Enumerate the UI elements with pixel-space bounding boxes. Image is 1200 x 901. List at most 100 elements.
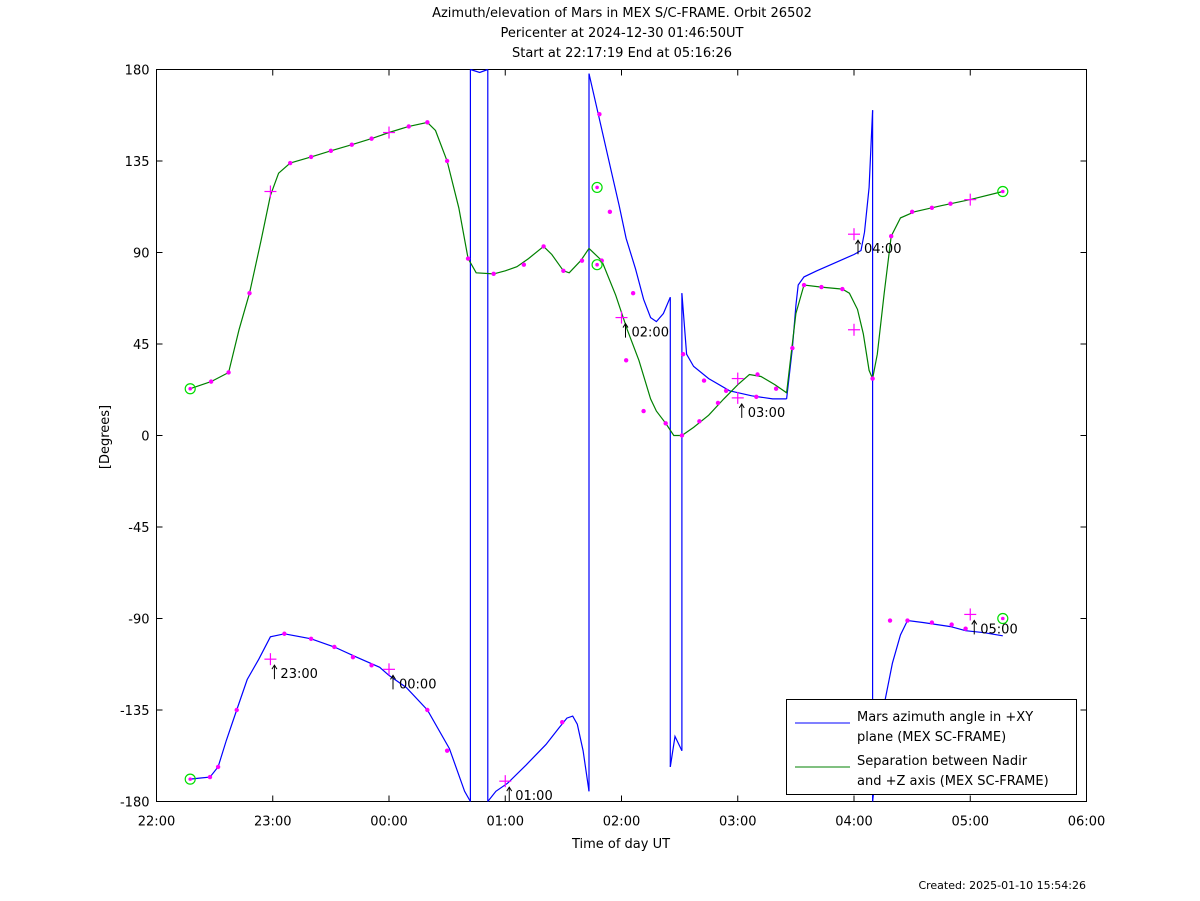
x-tick-label: 23:00 bbox=[254, 815, 291, 830]
data-point-marker bbox=[889, 234, 894, 239]
y-tick-label: 135 bbox=[125, 155, 150, 170]
data-point-marker bbox=[905, 618, 910, 623]
data-point-marker bbox=[840, 286, 845, 292]
data-point-marker bbox=[208, 379, 214, 384]
hour-label: 05:00 bbox=[980, 622, 1017, 637]
endpoint-circle-marker bbox=[997, 612, 1009, 625]
hour-arrow-head bbox=[971, 619, 978, 625]
endpoint-center-dot bbox=[595, 185, 599, 190]
data-point-marker bbox=[801, 282, 807, 288]
data-point-marker bbox=[247, 290, 252, 296]
x-tick-label: 02:00 bbox=[603, 815, 640, 830]
x-tick-label: 04:00 bbox=[835, 815, 872, 830]
data-point-marker bbox=[425, 120, 430, 125]
data-point-marker bbox=[819, 284, 824, 290]
hour-marker-layer: 23:00 00:00 01:00 02:00 03:00 04:00 05:00 bbox=[271, 239, 1018, 804]
data-point-marker bbox=[369, 136, 374, 141]
data-point-marker bbox=[350, 654, 356, 660]
y-tick-label: -180 bbox=[120, 796, 150, 811]
data-point-marker bbox=[332, 644, 337, 650]
y-tick-label: -90 bbox=[128, 613, 149, 628]
data-point-marker bbox=[929, 620, 935, 625]
endpoint-center-dot bbox=[1001, 189, 1005, 194]
y-tick-label: 45 bbox=[133, 338, 150, 353]
data-point-marker bbox=[701, 378, 707, 383]
data-point-marker bbox=[226, 370, 231, 375]
endpoint-circle-marker bbox=[997, 185, 1009, 198]
legend-label-azimuth-line1: Mars azimuth angle in +XY bbox=[857, 710, 1033, 725]
legend: Mars azimuth angle in +XY plane (MEX SC-… bbox=[786, 699, 1077, 795]
data-point-marker bbox=[521, 262, 527, 267]
endpoint-center-dot bbox=[1001, 616, 1005, 621]
plot-frame bbox=[156, 69, 1087, 802]
data-point-marker bbox=[579, 258, 585, 263]
y-axis-label: [Degrees] bbox=[98, 405, 113, 469]
hour-arrow-head bbox=[506, 786, 513, 792]
data-point-marker bbox=[929, 205, 935, 210]
hour-arrow-head bbox=[390, 674, 396, 680]
data-point-marker bbox=[308, 154, 314, 160]
hour-label: 04:00 bbox=[864, 242, 901, 257]
data-point-marker bbox=[444, 748, 450, 753]
endpoint-circle-marker bbox=[591, 259, 603, 271]
data-point-marker bbox=[963, 626, 968, 631]
data-point-marker bbox=[755, 372, 760, 377]
hour-arrow-head bbox=[271, 664, 278, 670]
endpoint-circle-marker bbox=[184, 383, 196, 395]
data-point-marker bbox=[234, 707, 239, 713]
data-point-marker bbox=[697, 419, 702, 424]
data-point-marker bbox=[282, 631, 287, 636]
x-tick-label: 01:00 bbox=[487, 815, 524, 830]
azimuth-series-line bbox=[669, 734, 683, 767]
endpoint-center-dot bbox=[595, 262, 599, 267]
marker-layer bbox=[184, 112, 1009, 788]
data-point-marker bbox=[870, 376, 875, 381]
data-point-marker bbox=[754, 394, 759, 400]
azimuth-series-line bbox=[681, 293, 787, 400]
data-point-marker bbox=[663, 421, 668, 426]
endpoint-circle-marker bbox=[591, 181, 603, 194]
azimuth-series-line bbox=[786, 110, 874, 399]
x-tick-label: 05:00 bbox=[952, 815, 989, 830]
footer-created: Created: 2025-01-10 15:54:26 bbox=[918, 879, 1086, 892]
data-point-marker bbox=[641, 408, 646, 414]
data-point-marker bbox=[680, 351, 686, 357]
x-axis-label: Time of day UT bbox=[571, 837, 670, 852]
hour-label: 23:00 bbox=[280, 667, 317, 682]
legend-label-separation-line1: Separation between Nadir bbox=[857, 754, 1028, 769]
data-point-marker bbox=[287, 160, 293, 166]
x-tick-label: 06:00 bbox=[1068, 815, 1105, 830]
hour-label: 01:00 bbox=[515, 789, 552, 804]
y-tick-label: 90 bbox=[133, 247, 150, 262]
separation-series-line bbox=[190, 121, 1003, 437]
data-point-marker bbox=[308, 636, 314, 642]
legend-label-separation-line2: and +Z axis (MEX SC-FRAME) bbox=[857, 774, 1049, 789]
data-point-marker bbox=[679, 433, 685, 438]
azimuth-series-line bbox=[872, 619, 1003, 802]
data-point-marker bbox=[541, 244, 546, 249]
chart-subtitle-pericenter: Pericenter at 2024-12-30 01:46:50UT bbox=[500, 26, 743, 41]
x-axis-ticks: 22:00 23:00 00:00 01:00 02:00 03:00 04:00 05:00… bbox=[138, 69, 1105, 830]
hour-arrow-head bbox=[855, 239, 861, 245]
endpoint-center-dot bbox=[188, 777, 193, 781]
data-point-marker bbox=[715, 400, 721, 406]
azimuth-series-line bbox=[487, 715, 590, 802]
data-point-marker bbox=[491, 271, 496, 277]
series-layer bbox=[190, 68, 1003, 802]
data-point-marker bbox=[790, 345, 795, 351]
legend-label-azimuth-line2: plane (MEX SC-FRAME) bbox=[857, 730, 1006, 745]
data-point-marker bbox=[887, 618, 893, 623]
y-tick-label: 180 bbox=[125, 64, 150, 79]
azimuth-series-line bbox=[588, 73, 671, 323]
data-point-marker bbox=[369, 663, 374, 668]
hour-label: 00:00 bbox=[399, 677, 436, 692]
hour-label: 02:00 bbox=[632, 326, 669, 341]
endpoint-center-dot bbox=[188, 386, 193, 391]
data-point-marker bbox=[623, 358, 629, 363]
data-point-marker bbox=[607, 209, 613, 215]
azimuth-series-line bbox=[190, 633, 471, 802]
data-point-marker bbox=[425, 707, 430, 713]
data-point-marker bbox=[597, 112, 602, 117]
data-point-marker bbox=[207, 774, 213, 780]
